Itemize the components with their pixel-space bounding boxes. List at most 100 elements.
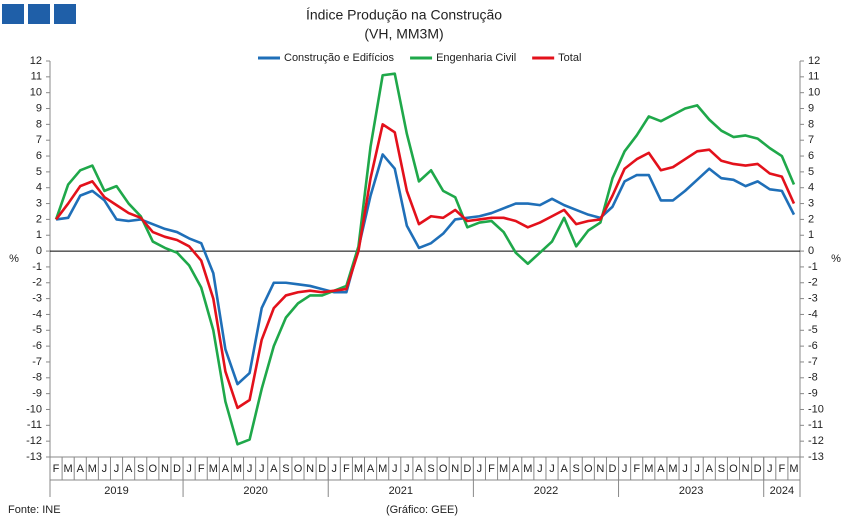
y-tick-label: 8 <box>36 118 42 130</box>
y-tick-label: 9 <box>36 102 42 114</box>
y-tick-label: -7 <box>32 356 42 368</box>
x-tick-label: M <box>378 463 387 475</box>
x-tick-label: J <box>767 463 773 475</box>
x-tick-label: A <box>415 463 423 475</box>
y2-tick-label: -1 <box>808 261 818 273</box>
x-tick-label: N <box>161 463 169 475</box>
y2-axis-label: % <box>831 253 841 265</box>
y2-tick-label: 1 <box>808 229 814 241</box>
x-tick-label: A <box>657 463 665 475</box>
x-tick-label: F <box>343 463 350 475</box>
x-tick-label: M <box>88 463 97 475</box>
x-tick-label: M <box>499 463 508 475</box>
y2-tick-label: 5 <box>808 166 814 178</box>
x-tick-label: A <box>512 463 520 475</box>
year-label: 2021 <box>389 485 413 497</box>
x-tick-label: M <box>354 463 363 475</box>
y-tick-label: -10 <box>26 403 42 415</box>
x-tick-label: D <box>609 463 617 475</box>
x-tick-label: M <box>209 463 218 475</box>
x-tick-label: S <box>427 463 434 475</box>
x-tick-label: A <box>77 463 85 475</box>
x-tick-label: F <box>488 463 495 475</box>
y-axis-label: % <box>9 253 19 265</box>
y-tick-label: -4 <box>32 308 42 320</box>
x-tick-label: F <box>53 463 60 475</box>
y2-tick-label: 8 <box>808 118 814 130</box>
x-tick-label: O <box>149 463 158 475</box>
y-tick-label: 7 <box>36 134 42 146</box>
y2-tick-label: -4 <box>808 308 818 320</box>
x-tick-label: O <box>439 463 448 475</box>
x-tick-label: J <box>682 463 688 475</box>
logo-block <box>54 4 76 24</box>
source: Fonte: INE <box>8 504 61 516</box>
x-tick-label: J <box>114 463 120 475</box>
x-tick-label: J <box>537 463 543 475</box>
y2-tick-label: 3 <box>808 197 814 209</box>
y-tick-label: -2 <box>32 277 42 289</box>
y-tick-label: 11 <box>31 71 42 83</box>
y2-tick-label: -13 <box>808 451 824 463</box>
x-tick-label: J <box>549 463 555 475</box>
x-tick-label: D <box>754 463 762 475</box>
x-tick-label: J <box>247 463 253 475</box>
x-tick-label: J <box>186 463 192 475</box>
x-tick-label: M <box>64 463 73 475</box>
x-tick-label: J <box>477 463 483 475</box>
x-tick-label: S <box>573 463 580 475</box>
x-tick-label: D <box>173 463 181 475</box>
y-tick-label: -5 <box>32 324 42 336</box>
x-tick-label: F <box>778 463 785 475</box>
y-tick-label: 6 <box>36 150 42 162</box>
x-tick-label: J <box>259 463 265 475</box>
legend-label: Total <box>558 52 581 64</box>
legend-label: Engenharia Civil <box>436 52 516 64</box>
year-label: 2024 <box>770 485 794 497</box>
year-label: 2019 <box>104 485 128 497</box>
x-tick-label: N <box>742 463 750 475</box>
x-tick-label: F <box>633 463 640 475</box>
chart-subtitle: (VH, MM3M) <box>364 26 443 42</box>
x-tick-label: O <box>729 463 738 475</box>
credit: (Gráfico: GEE) <box>386 504 458 516</box>
y2-tick-label: -11 <box>808 419 823 431</box>
x-tick-label: M <box>523 463 532 475</box>
y2-tick-label: 2 <box>808 213 814 225</box>
y2-tick-label: 7 <box>808 134 814 146</box>
y-tick-label: -3 <box>32 293 42 305</box>
y2-tick-label: -5 <box>808 324 818 336</box>
y-tick-label: -12 <box>26 435 42 447</box>
x-tick-label: F <box>198 463 205 475</box>
x-tick-label: J <box>392 463 398 475</box>
y2-tick-label: 4 <box>808 182 814 194</box>
y-tick-label: 5 <box>36 166 42 178</box>
y2-tick-label: 6 <box>808 150 814 162</box>
y2-tick-label: -3 <box>808 293 818 305</box>
x-tick-label: A <box>560 463 568 475</box>
x-tick-label: N <box>596 463 604 475</box>
y-tick-label: 1 <box>36 229 42 241</box>
y-tick-label: -6 <box>32 340 42 352</box>
x-tick-label: M <box>668 463 677 475</box>
x-tick-label: J <box>622 463 628 475</box>
y-tick-label: -9 <box>32 388 42 400</box>
x-tick-label: D <box>318 463 326 475</box>
x-tick-label: A <box>367 463 375 475</box>
x-tick-label: J <box>694 463 700 475</box>
y-tick-label: 2 <box>36 213 42 225</box>
x-tick-label: J <box>102 463 108 475</box>
y-tick-label: -11 <box>27 419 42 431</box>
y-tick-label: -1 <box>32 261 42 273</box>
year-label: 2020 <box>243 485 267 497</box>
y2-tick-label: -9 <box>808 388 818 400</box>
series-line <box>55 123 796 410</box>
y2-tick-label: 9 <box>808 102 814 114</box>
y2-tick-label: -2 <box>808 277 818 289</box>
y2-tick-label: -6 <box>808 340 818 352</box>
y-tick-label: 4 <box>36 182 42 194</box>
y-tick-label: 12 <box>30 55 42 67</box>
x-tick-label: A <box>125 463 133 475</box>
series-line <box>54 72 796 446</box>
